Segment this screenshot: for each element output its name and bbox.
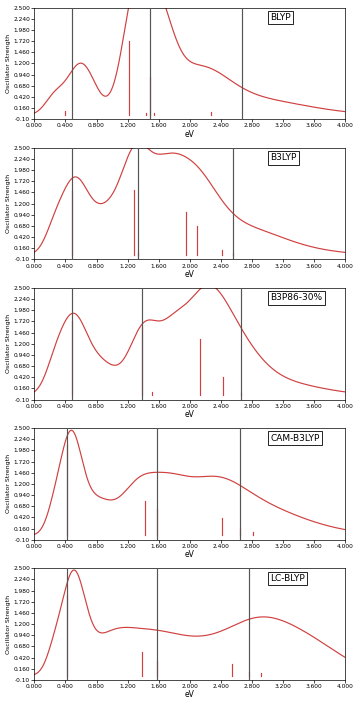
Text: LC-BLYP: LC-BLYP bbox=[270, 574, 305, 583]
Y-axis label: Oscillator Strength: Oscillator Strength bbox=[5, 594, 10, 654]
Y-axis label: Oscillator Strength: Oscillator Strength bbox=[5, 174, 10, 233]
Y-axis label: Oscillator Strength: Oscillator Strength bbox=[5, 314, 10, 373]
Text: B3LYP: B3LYP bbox=[270, 153, 297, 162]
Text: B3P86-30%: B3P86-30% bbox=[270, 293, 323, 302]
Y-axis label: Oscillator Strength: Oscillator Strength bbox=[5, 454, 10, 513]
X-axis label: eV: eV bbox=[185, 551, 195, 559]
X-axis label: eV: eV bbox=[185, 130, 195, 139]
X-axis label: eV: eV bbox=[185, 690, 195, 699]
Y-axis label: Oscillator Strength: Oscillator Strength bbox=[5, 34, 10, 93]
X-axis label: eV: eV bbox=[185, 270, 195, 279]
X-axis label: eV: eV bbox=[185, 410, 195, 419]
Text: BLYP: BLYP bbox=[270, 13, 291, 22]
Text: CAM-B3LYP: CAM-B3LYP bbox=[270, 434, 320, 443]
